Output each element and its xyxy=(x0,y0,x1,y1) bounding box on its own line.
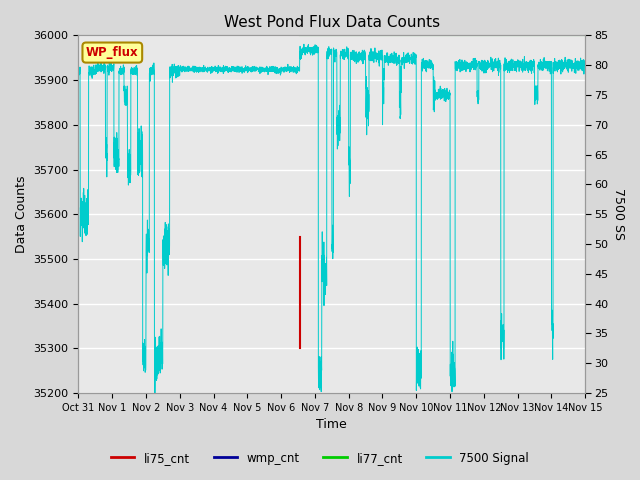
Text: WP_flux: WP_flux xyxy=(86,46,139,59)
X-axis label: Time: Time xyxy=(316,419,347,432)
Y-axis label: 7500 SS: 7500 SS xyxy=(612,188,625,240)
Y-axis label: Data Counts: Data Counts xyxy=(15,176,28,253)
Legend: li75_cnt, wmp_cnt, li77_cnt, 7500 Signal: li75_cnt, wmp_cnt, li77_cnt, 7500 Signal xyxy=(106,447,534,469)
Title: West Pond Flux Data Counts: West Pond Flux Data Counts xyxy=(224,15,440,30)
